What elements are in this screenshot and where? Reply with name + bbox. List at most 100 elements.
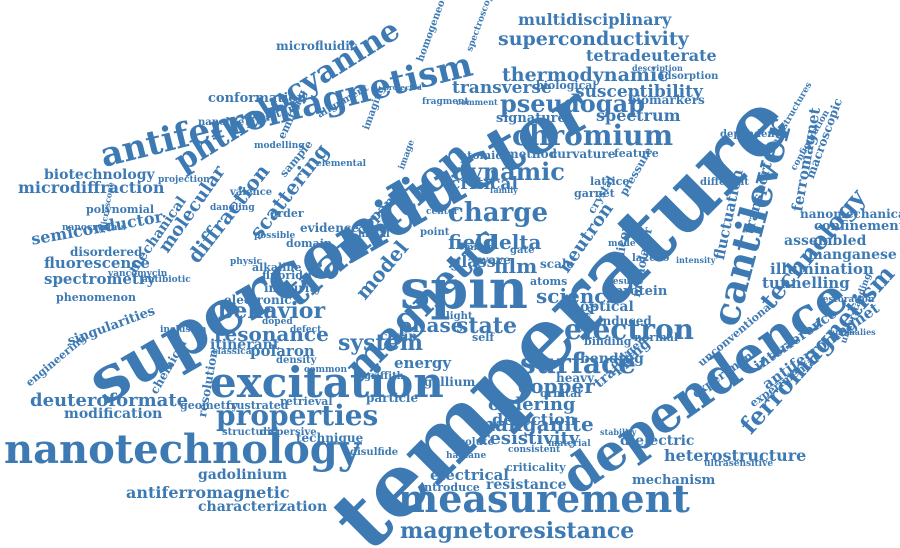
cloud-word: family (490, 185, 518, 195)
cloud-word: nanomechanical (800, 207, 900, 221)
cloud-word: dependent (720, 129, 780, 140)
cloud-word: vancomycin (108, 269, 168, 279)
cloud-word: material (548, 439, 591, 449)
cloud-word: characterization (198, 499, 328, 515)
cloud-word: gallium (424, 375, 476, 389)
cloud-word: elemental (316, 159, 367, 169)
cloud-word: fluorescence (44, 254, 150, 272)
cloud-word: light (446, 311, 473, 322)
cloud-word: self (472, 331, 495, 344)
cloud-word: absolute (446, 437, 494, 448)
cloud-word: itinerant (210, 337, 280, 353)
cloud-word: signature (496, 111, 566, 126)
cloud-word: susceptibility (575, 82, 703, 102)
cloud-word: microdiffraction (18, 178, 165, 197)
cloud-word: microfluidic (276, 39, 358, 53)
cloud-word: film (494, 254, 538, 278)
cloud-word: heterostructure (664, 446, 807, 465)
cloud-word: ordering (488, 394, 576, 415)
cloud-word: thermodynamic (502, 64, 669, 86)
cloud-word: charge (448, 198, 549, 228)
cloud-word: resistivity (480, 428, 580, 449)
cloud-word: structural (222, 427, 279, 438)
cloud-word: defect (290, 325, 322, 335)
cloud-word: possible (254, 231, 296, 241)
cloud-word: biotechnology (44, 167, 155, 183)
cloud-word: tunnelling (762, 274, 850, 292)
cloud-word: density (276, 355, 317, 366)
cloud-word: disordered (70, 245, 143, 259)
cloud-word: bending (580, 351, 644, 367)
cloud-word: induced (598, 314, 652, 328)
cloud-word: surface (520, 347, 636, 380)
cloud-word: copper (518, 374, 595, 398)
cloud-word: curvature (550, 147, 616, 161)
cloud-word: intensity (676, 255, 716, 265)
cloud-word: glass (450, 252, 496, 271)
cloud-word: electronic (224, 293, 292, 307)
cloud-word: phenomenon (56, 291, 136, 304)
cloud-word: evidence (300, 221, 359, 235)
cloud-word: nanotechnology (4, 426, 361, 473)
cloud-word: pseudogap (500, 89, 645, 118)
cloud-word: scale (540, 257, 575, 271)
cloud-word: different (700, 177, 749, 188)
cloud-word: projection (158, 175, 210, 185)
cloud-word: deuteroformate (30, 390, 189, 411)
cloud-word: phase (398, 313, 464, 337)
cloud-word: comment (456, 97, 498, 107)
cloud-word: impurity (264, 281, 322, 295)
cloud-word: description (632, 63, 683, 73)
cloud-word: dielectric (620, 433, 695, 449)
cloud-word: normal (634, 331, 679, 344)
cloud-word: spectrum (596, 106, 681, 125)
cloud-word: particle (366, 391, 419, 405)
cloud-word: field (448, 230, 497, 254)
cloud-word: alkaline (252, 261, 302, 274)
cloud-word: magnetoresistance (400, 518, 635, 544)
cloud-word: electron (564, 313, 695, 346)
cloud-word: science (536, 284, 620, 308)
cloud-word: protected (384, 83, 422, 92)
cloud-word: antibiotic (142, 275, 191, 285)
cloud-word: critical (450, 174, 518, 194)
cloud-word: domain (286, 237, 332, 250)
cloud-word: spin (400, 257, 528, 321)
cloud-word: resonance (214, 322, 329, 346)
cloud-word: dangling (210, 203, 255, 213)
cloud-word: introduce (420, 481, 480, 494)
cloud-word: anomalies (830, 327, 876, 337)
cloud-word: consistent (508, 445, 561, 455)
cloud-word: electrical (430, 466, 509, 484)
cloud-word: center (426, 207, 459, 217)
cloud-word: ultrasensitive (704, 459, 774, 469)
cloud-word: physic (230, 257, 263, 267)
cloud-word: nanocrystals (62, 223, 126, 233)
cloud-word: gadolinium (198, 467, 288, 483)
cloud-word: polaron (250, 342, 315, 360)
cloud-word: wave (478, 253, 511, 267)
cloud-word: common (304, 365, 348, 375)
cloud-word: lattice (590, 175, 630, 188)
cloud-word: haldane (446, 451, 487, 461)
cloud-word: dispersive (260, 427, 317, 438)
cloud-word: doped (262, 317, 293, 327)
cloud-word: antiferromagnetic (126, 483, 290, 502)
cloud-word: frustrated (226, 399, 289, 412)
cloud-word: mixed (464, 243, 495, 253)
cloud-word: inclusion (160, 325, 207, 335)
cloud-word: garnet (574, 187, 615, 200)
cloud-word: disulfide (350, 447, 399, 458)
cloud-word: manganite (474, 412, 594, 436)
cloud-word: resistance (486, 477, 567, 493)
cloud-word: behavior (218, 298, 326, 324)
cloud-word: spectroscopy (465, 0, 497, 54)
cloud-word: dynamic (452, 157, 565, 186)
cloud-word: chromium (512, 119, 674, 152)
cloud-word: manganese (808, 247, 897, 263)
cloud-word: nanolite (198, 117, 245, 128)
cloud-word: modification (64, 406, 163, 422)
cloud-word: polynomial (86, 203, 155, 216)
cloud-word: delta (485, 230, 542, 254)
